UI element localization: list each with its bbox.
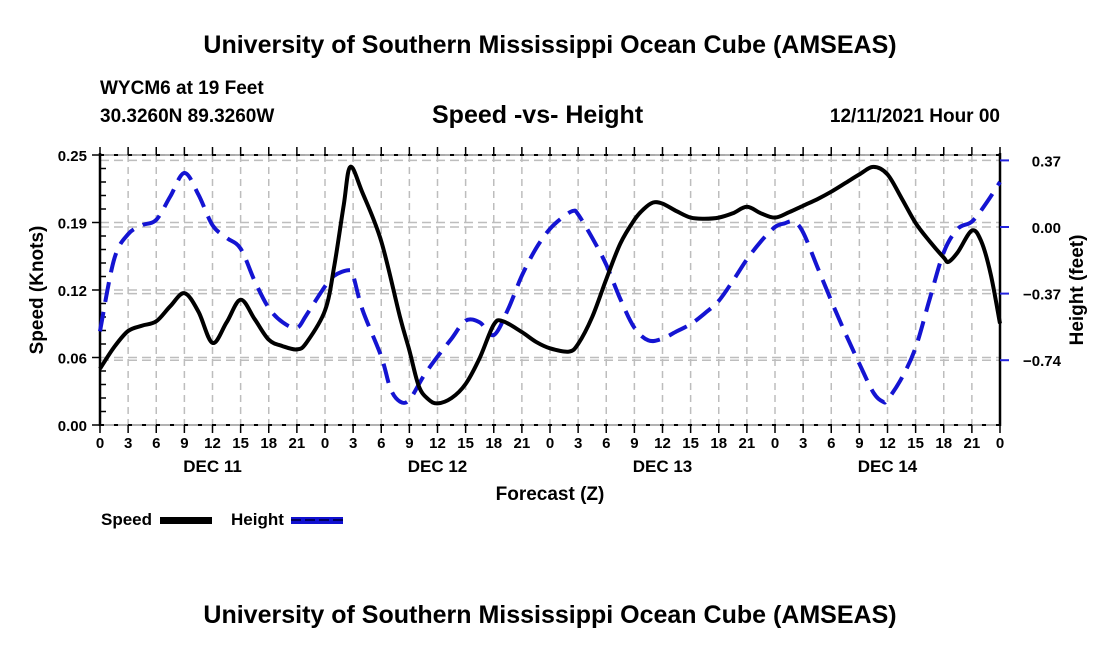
forecast-date: 12/11/2021 Hour 00 [829, 106, 1000, 127]
chart-plot: 0 3 6 9 12 15 18 21 0 3 6 9 12 15 18 21 0 3 6 9 12 15 18 21 0 3 6 9… [27, 147, 1088, 505]
day-label: DEC 12 [408, 457, 468, 476]
x-tick-label: 3 [124, 435, 132, 452]
x-tick-label: 9 [855, 435, 863, 452]
x-tick-label: 6 [377, 435, 385, 452]
x-tick-label: 18 [935, 435, 952, 452]
x-tick-label: 21 [964, 435, 981, 452]
series-line-height [98, 171, 1002, 405]
y2-tick-label: 0.00 [1032, 220, 1061, 237]
x-tick-label: 9 [630, 435, 638, 452]
x-tick-label: 12 [429, 435, 446, 452]
y-tick-label: 0.00 [58, 418, 87, 435]
x-tick-label: 9 [405, 435, 413, 452]
legend-speed-label: Speed [101, 510, 153, 529]
x-tick-label: 15 [457, 435, 474, 452]
series [98, 164, 1002, 406]
footer-title: University of Southern Mississippi Ocean… [203, 601, 897, 629]
axes [92, 147, 1009, 433]
x-tick-label: 0 [771, 435, 779, 452]
y2-tick-label: −0.74 [1023, 353, 1062, 370]
x-tick-label: 18 [710, 435, 727, 452]
x-tick-label: 9 [180, 435, 188, 452]
x-tick-label: 12 [204, 435, 221, 452]
y2-tick-label: −0.37 [1023, 287, 1061, 304]
y-axis-title: Speed (Knots) [27, 226, 48, 355]
main-title: University of Southern Mississippi Ocean… [203, 31, 897, 59]
x-tick-label: 3 [349, 435, 357, 452]
x-tick-label: 15 [682, 435, 699, 452]
x-tick-label: 21 [739, 435, 756, 452]
tick-labels: 0 3 6 9 12 15 18 21 0 3 6 9 12 15 18 21 0 3 6 9 12 15 18 21 0 3 6 9… [27, 148, 1088, 505]
x-axis-title: Forecast (Z) [496, 484, 605, 505]
day-label: DEC 11 [183, 457, 242, 476]
station-label: WYCM6 at 19 Feet [100, 78, 264, 99]
y2-axis-title: Height (feet) [1067, 235, 1088, 346]
chart-title: Speed -vs- Height [432, 101, 644, 129]
coordinates-label: 30.3260N 89.3260W [100, 106, 275, 127]
x-tick-label: 0 [96, 435, 104, 452]
x-tick-label: 0 [321, 435, 329, 452]
x-tick-label: 0 [996, 435, 1004, 452]
legend-height-label: Height [231, 510, 284, 529]
x-tick-label: 0 [546, 435, 554, 452]
legend-speed-swatch [160, 517, 212, 524]
x-tick-label: 21 [289, 435, 306, 452]
y-tick-label: 0.06 [58, 351, 87, 368]
x-tick-label: 3 [799, 435, 807, 452]
x-tick-label: 12 [654, 435, 671, 452]
y-tick-label: 0.25 [58, 148, 87, 165]
x-tick-label: 6 [827, 435, 835, 452]
x-tick-label: 3 [574, 435, 582, 452]
x-tick-label: 6 [602, 435, 610, 452]
y-tick-label: 0.12 [58, 283, 87, 300]
x-tick-label: 15 [907, 435, 924, 452]
y-tick-label: 0.19 [58, 216, 87, 233]
x-tick-label: 6 [152, 435, 160, 452]
day-label: DEC 14 [858, 457, 918, 476]
day-label: DEC 13 [633, 457, 693, 476]
x-tick-label: 18 [260, 435, 277, 452]
legend-height-swatch [291, 517, 343, 524]
x-tick-label: 21 [514, 435, 531, 452]
x-tick-label: 12 [879, 435, 896, 452]
x-tick-label: 18 [485, 435, 502, 452]
grid [100, 154, 1000, 425]
y2-tick-label: 0.37 [1032, 153, 1061, 170]
series-line-speed [98, 164, 1002, 406]
x-tick-label: 15 [232, 435, 249, 452]
